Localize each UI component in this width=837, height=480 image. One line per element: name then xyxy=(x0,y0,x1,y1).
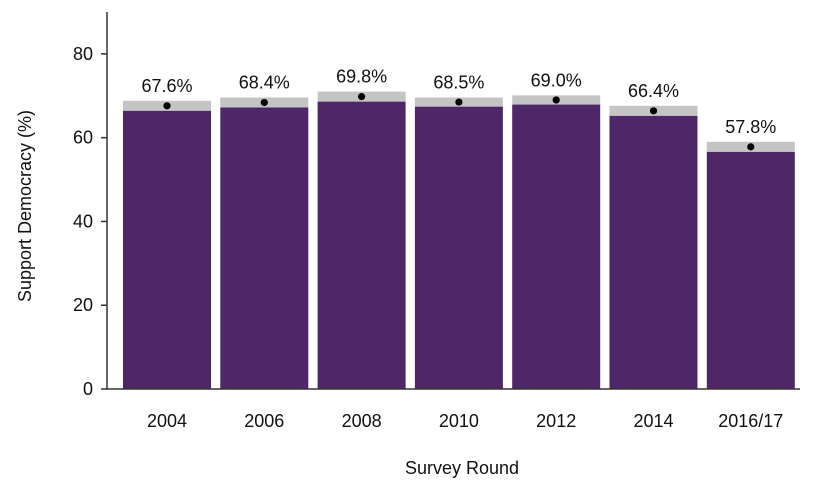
data-label: 69.0% xyxy=(531,70,582,90)
point-estimate xyxy=(455,98,463,106)
bar xyxy=(123,110,211,389)
data-label: 68.5% xyxy=(433,72,484,92)
y-axis-title: Support Democracy (%) xyxy=(15,110,35,302)
x-tick-labels: 2004 2006 2008 2010 2012 2014 2016/17 xyxy=(147,411,783,431)
y-ticks: 0 20 40 60 80 xyxy=(73,44,107,399)
bar xyxy=(220,107,309,390)
data-label: 68.4% xyxy=(239,72,290,92)
point-estimate xyxy=(649,107,658,115)
point-estimate xyxy=(358,93,366,101)
bar xyxy=(414,106,503,390)
bar xyxy=(609,115,698,389)
x-tick-label: 2014 xyxy=(633,411,673,431)
x-axis-title: Survey Round xyxy=(405,458,519,478)
x-tick-label: 2012 xyxy=(536,411,576,431)
x-tick-label: 2008 xyxy=(342,411,382,431)
x-tick-label: 2004 xyxy=(147,411,187,431)
x-tick-label: 2006 xyxy=(244,411,284,431)
x-tick-label: 2010 xyxy=(439,411,479,431)
axes xyxy=(106,12,800,390)
bar xyxy=(317,101,406,390)
data-label: 69.8% xyxy=(336,67,387,87)
y-tick-label: 80 xyxy=(73,44,93,64)
data-label: 67.6% xyxy=(141,76,192,96)
y-tick-label: 60 xyxy=(73,128,93,148)
bar xyxy=(512,104,601,389)
point-estimate xyxy=(552,96,560,104)
bar xyxy=(706,151,795,389)
point-estimate xyxy=(260,98,268,107)
y-tick-label: 40 xyxy=(73,211,93,231)
point-estimate xyxy=(747,143,755,151)
data-label: 66.4% xyxy=(628,81,679,101)
y-tick-label: 0 xyxy=(83,379,93,399)
bars-layer: 67.6% 68.4% 69.8% 68.5% 69.0% 66.4% 57.8% xyxy=(123,67,795,390)
x-tick-label: 2016/17 xyxy=(718,411,783,431)
data-label: 57.8% xyxy=(725,117,776,137)
y-tick-label: 20 xyxy=(73,295,93,315)
point-estimate xyxy=(163,102,171,110)
